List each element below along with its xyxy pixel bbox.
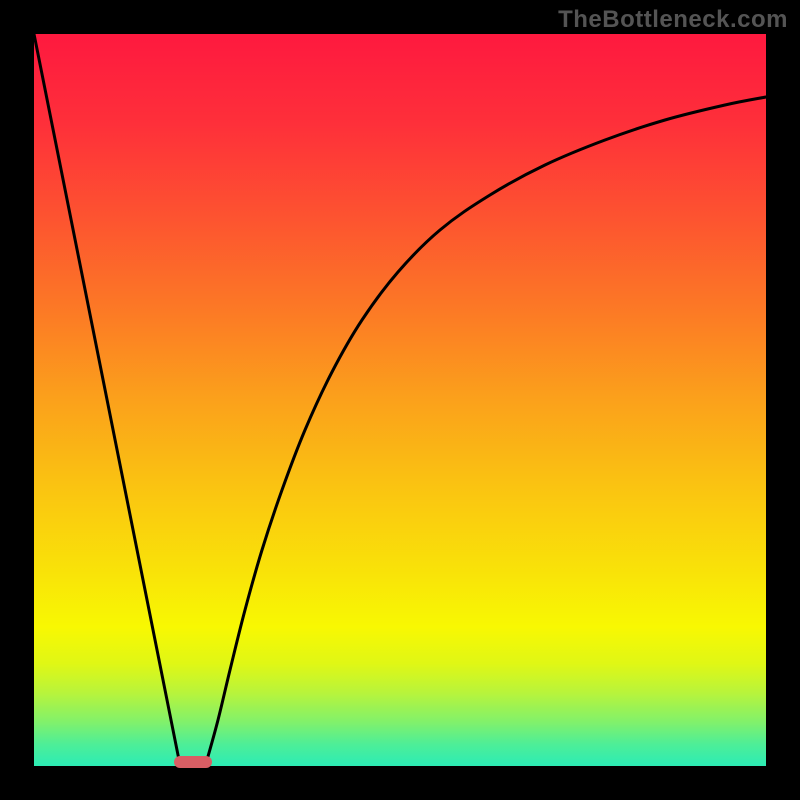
watermark-text: TheBottleneck.com <box>558 6 788 34</box>
notch-marker <box>174 756 212 768</box>
chart-container: TheBottleneck.com <box>0 0 800 800</box>
plot-background <box>34 34 766 766</box>
bottleneck-chart <box>0 0 800 800</box>
